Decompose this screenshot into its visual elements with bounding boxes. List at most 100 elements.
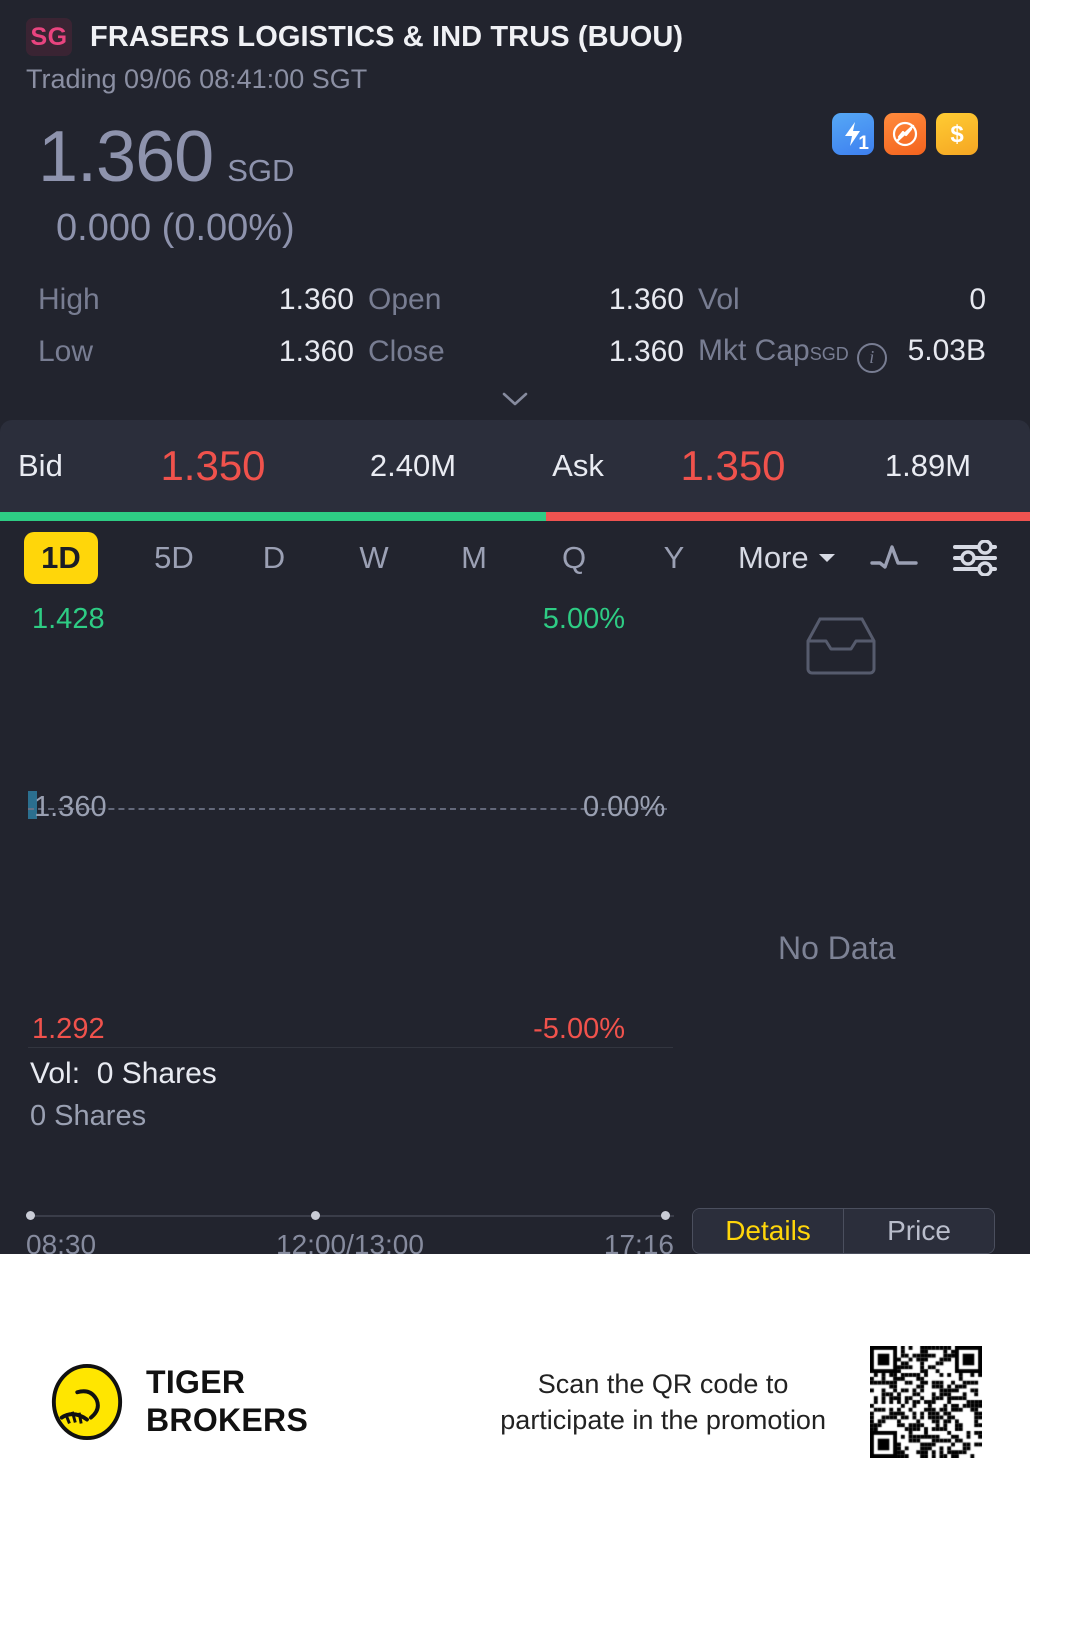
stats-row-2: Low 1.360 Close 1.360 Mkt Cap SGD i 5.03B xyxy=(38,326,1000,378)
bid-label: Bid xyxy=(18,448,63,483)
promo-line-2: participate in the promotion xyxy=(500,1405,826,1435)
stat-close-label: Close xyxy=(368,335,445,368)
stat-high-value: 1.360 xyxy=(278,283,354,316)
stat-low-value: 1.360 xyxy=(278,335,354,368)
tab-m[interactable]: M xyxy=(461,540,487,575)
x-label-center: 12:00/13:00 xyxy=(276,1229,424,1254)
volume-readout: Vol: 0 Shares xyxy=(30,1057,217,1091)
stat-open: Open 1.360 xyxy=(368,283,698,317)
badge-group: 1 $ xyxy=(832,113,978,155)
depth-sell-segment xyxy=(545,512,1030,521)
x-label-right: 17:16 xyxy=(603,1229,674,1254)
panel-toggle: Details Price xyxy=(692,1208,995,1254)
intraday-chart[interactable]: 1.428 5.00% 1.360 0.00% 1.292 -5.00% Vol… xyxy=(0,595,1030,1254)
chart-tools xyxy=(870,540,1010,576)
ask-size: 1.89M xyxy=(884,448,972,483)
more-label: More xyxy=(738,540,809,575)
indicator-pulse-icon[interactable] xyxy=(870,541,918,575)
qr-code xyxy=(870,1346,983,1458)
svg-text:$: $ xyxy=(950,121,964,148)
x-axis-tick-end xyxy=(661,1211,671,1220)
stats-grid: High 1.360 Open 1.360 Vol 0 Low 1.360 xyxy=(0,274,1030,378)
chevron-down-icon xyxy=(818,554,835,562)
tab-5d[interactable]: 5D xyxy=(154,540,194,575)
stat-mktcap-currency: SGD xyxy=(809,344,849,365)
scale-top-percent: 5.00% xyxy=(542,603,625,635)
volume-label: Vol: xyxy=(30,1057,81,1090)
no-short-sell-badge[interactable] xyxy=(884,113,926,155)
last-price: 1.360 xyxy=(38,117,214,197)
chevron-down-icon xyxy=(502,392,528,406)
tiger-logo-icon xyxy=(51,1363,123,1441)
info-icon[interactable]: i xyxy=(856,342,887,373)
tab-w[interactable]: W xyxy=(359,540,389,575)
brand-name: TIGER BROKERS xyxy=(146,1364,308,1440)
no-data-message: No Data xyxy=(778,930,896,966)
baseline-percent-label: 0.00% xyxy=(583,791,666,823)
stat-high-label: High xyxy=(38,283,100,316)
scale-bottom-price: 1.292 xyxy=(32,1013,105,1045)
symbol-header: SG FRASERS LOGISTICS & IND TRUS (BUOU) xyxy=(0,0,1030,56)
lightning-icon xyxy=(845,122,860,146)
bid-ask-bar[interactable]: Bid 1.350 2.40M Ask 1.350 1.89M xyxy=(0,420,1030,512)
tab-1d[interactable]: 1D xyxy=(24,532,98,584)
volume-secondary: 0 Shares xyxy=(30,1100,147,1132)
dollar-badge[interactable]: $ xyxy=(936,113,978,155)
stat-low-label: Low xyxy=(38,335,94,368)
x-axis-labels: 08:30 12:00/13:00 17:16 xyxy=(26,1229,674,1254)
promo-line-1: Scan the QR code to xyxy=(537,1368,789,1399)
lightning-badge-count: 1 xyxy=(858,133,869,154)
stat-mktcap: Mkt Cap SGD i 5.03B xyxy=(698,334,1000,373)
stats-row-1: High 1.360 Open 1.360 Vol 0 xyxy=(38,274,1000,326)
brand-line-1: TIGER xyxy=(146,1364,246,1401)
expand-quote-row[interactable] xyxy=(0,378,1030,420)
chart-scale-top: 1.428 5.00% xyxy=(0,603,675,636)
stat-open-label: Open xyxy=(368,283,442,316)
scale-top-price: 1.428 xyxy=(32,603,105,635)
x-axis-tick-mid xyxy=(311,1211,321,1220)
price-block: 1.360 SGD 0.000 (0.00%) 1 xyxy=(0,95,1030,250)
stat-open-value: 1.360 xyxy=(608,283,684,316)
x-axis-line xyxy=(26,1211,674,1220)
order-depth-bar xyxy=(0,512,1030,521)
empty-inbox-icon xyxy=(806,617,876,675)
timeframe-tabs: 1D 5D D W M Q Y More xyxy=(0,521,1030,595)
price-currency: SGD xyxy=(227,153,295,188)
bid-size: 2.40M xyxy=(369,448,457,483)
stat-close: Close 1.360 xyxy=(368,335,698,369)
lightning-badge[interactable]: 1 xyxy=(832,113,874,155)
market-badge: SG xyxy=(26,18,72,56)
ask-price: 1.350 xyxy=(680,442,786,489)
stat-vol-label: Vol xyxy=(698,283,740,316)
price-change: 0.000 (0.00%) xyxy=(56,207,295,249)
brand-lockup: TIGER BROKERS xyxy=(48,1363,308,1441)
more-timeframes-button[interactable]: More xyxy=(738,540,836,576)
scale-bottom-percent: -5.00% xyxy=(533,1013,625,1045)
baseline-price-label: 1.360 xyxy=(34,791,107,823)
stat-mktcap-value: 5.03B xyxy=(907,334,986,368)
promo-footer: TIGER BROKERS Scan the QR code to partic… xyxy=(0,1254,1080,1646)
symbol-name: FRASERS LOGISTICS & IND TRUS (BUOU) xyxy=(90,20,684,53)
chart-settings-icon[interactable] xyxy=(952,540,998,576)
tab-y[interactable]: Y xyxy=(663,540,685,575)
promo-text: Scan the QR code to participate in the p… xyxy=(498,1366,828,1438)
toggle-divider xyxy=(843,1209,844,1253)
stat-high: High 1.360 xyxy=(38,283,368,317)
chart-x-axis: 08:30 12:00/13:00 17:16 xyxy=(26,1211,674,1254)
tab-q[interactable]: Q xyxy=(561,540,587,575)
tab-d[interactable]: D xyxy=(262,540,286,575)
brand-line-2: BROKERS xyxy=(146,1402,309,1438)
no-short-sell-icon xyxy=(892,121,918,147)
details-tab[interactable]: Details xyxy=(693,1209,843,1253)
x-label-left: 08:30 xyxy=(26,1229,97,1254)
volume-divider xyxy=(28,1047,673,1048)
quote-panel: SG FRASERS LOGISTICS & IND TRUS (BUOU) T… xyxy=(0,0,1030,1254)
trading-status: Trading 09/06 08:41:00 SGT xyxy=(26,64,368,94)
volume-value: 0 Shares xyxy=(96,1057,217,1090)
ask-label: Ask xyxy=(552,448,604,483)
price-series-stub xyxy=(28,791,37,819)
price-tab[interactable]: Price xyxy=(844,1209,994,1253)
stat-vol-value: 0 xyxy=(969,283,986,316)
stat-mktcap-label: Mkt Cap xyxy=(698,334,810,368)
